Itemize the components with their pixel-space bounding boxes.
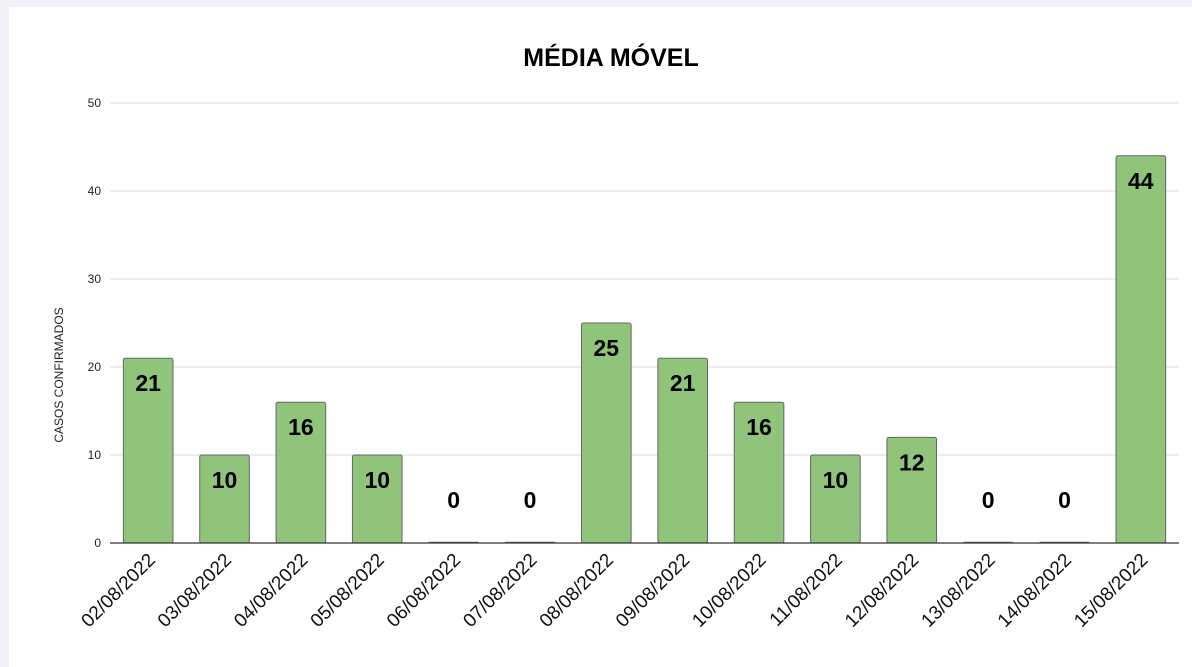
data-label: 16 [746,414,772,440]
x-tick-label: 12/08/2022 [841,550,923,632]
x-tick-label: 10/08/2022 [688,550,770,632]
x-tick-label: 05/08/2022 [307,550,389,632]
y-tick-label: 20 [88,360,102,374]
x-tick-label: 02/08/2022 [78,550,160,632]
data-label: 44 [1128,168,1154,194]
data-label: 0 [982,487,995,513]
y-tick-label: 30 [88,272,102,286]
x-tick-label: 07/08/2022 [459,550,541,632]
x-tick-label: 11/08/2022 [766,550,847,631]
data-label: 0 [1058,487,1071,513]
data-label: 10 [823,467,849,493]
data-label: 0 [524,487,537,513]
data-label: 16 [288,414,314,440]
grid-lines [110,102,1179,456]
x-tick-label: 08/08/2022 [536,550,618,632]
data-label: 10 [212,467,238,493]
bar [1115,155,1167,544]
chart-title: MÉDIA MÓVEL [523,42,698,72]
chart-card: MÉDIA MÓVEL CASOS CONFIRMADOS 0 10 20 30 40 5… [9,7,1192,667]
data-label: 12 [899,449,925,475]
x-tick-labels: 02/08/202203/08/202204/08/202205/08/2022… [78,550,1153,632]
data-label: 0 [447,487,460,513]
y-tick-label: 0 [94,536,101,550]
y-tick-label: 50 [88,96,102,110]
data-labels: 21 10 16 10 0 0 25 21 16 10 12 0 0 44 [135,168,1153,513]
x-tick-label: 09/08/2022 [612,550,694,632]
y-tick-label: 40 [88,184,102,198]
x-tick-label: 06/08/2022 [383,550,465,632]
y-tick-label: 10 [88,448,102,462]
data-label: 25 [594,335,620,361]
y-tick-labels: 0 10 20 30 40 50 [88,96,102,550]
data-label: 10 [364,467,390,493]
y-axis-label: CASOS CONFIRMADOS [52,307,66,442]
bar-chart: MÉDIA MÓVEL CASOS CONFIRMADOS 0 10 20 30 40 5… [52,42,1179,632]
x-tick-label: 13/08/2022 [918,550,1000,632]
data-label: 21 [670,370,696,396]
x-tick-label: 03/08/2022 [154,550,236,632]
x-tick-label: 14/08/2022 [994,550,1076,632]
x-tick-label: 04/08/2022 [230,550,312,632]
x-tick-label: 15/08/2022 [1070,550,1152,632]
data-label: 21 [135,370,161,396]
bars [122,155,1167,544]
